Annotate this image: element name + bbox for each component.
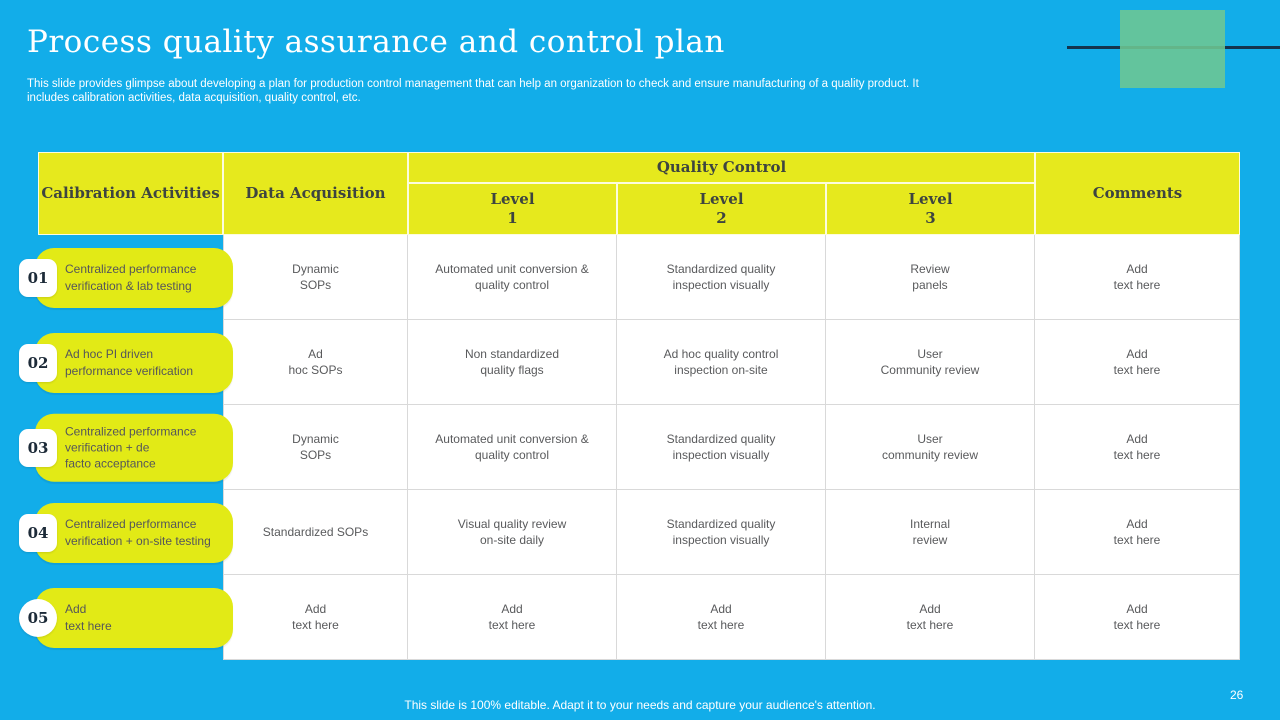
page-title: Process quality assurance and control pl… [27,24,725,60]
table-cell: Standardized quality inspection visually [617,235,826,320]
table-cell: Internal review [826,490,1035,575]
table-cell: Standardized quality inspection visually [617,405,826,490]
table-cell: Standardized quality inspection visually [617,490,826,575]
table-cell: Standardized SOPs [223,490,408,575]
row-number-badge: 01 [19,258,57,297]
header-comments: Comments [1035,152,1240,235]
table-cell: Visual quality review on-site daily [408,490,617,575]
accent-square [1120,10,1225,88]
table-cell: Ad hoc quality control inspection on-sit… [617,320,826,405]
activity-label: Add text here [35,587,233,648]
slide-description: This slide provides glimpse about develo… [27,78,919,105]
table-row-label: 04 Centralized performance verification … [19,490,233,575]
header-data-acquisition: Data Acquisition [223,152,408,235]
table-cell: Ad hoc SOPs [223,320,408,405]
table-cell: Dynamic SOPs [223,405,408,490]
table-cell: User Community review [826,320,1035,405]
header-calibration-activities: Calibration Activities [38,152,223,235]
table-row-label: 01 Centralized performance verification … [19,235,233,320]
table-cell: Review panels [826,235,1035,320]
activity-label: Centralized performance verification + o… [35,502,233,563]
table-cell: Non standardized quality flags [408,320,617,405]
table-row-label: 03 Centralized performance verification … [19,405,233,490]
editable-note: This slide is 100% editable. Adapt it to… [404,698,876,712]
table-cell: Add text here [1035,490,1240,575]
row-number-badge: 03 [19,428,57,467]
table-cell: User community review [826,405,1035,490]
table-cell: Add text here [408,575,617,660]
table-cell: Dynamic SOPs [223,235,408,320]
row-number-badge: 05 [19,598,57,637]
table-cell: Add text here [617,575,826,660]
row-number-badge: 02 [19,343,57,382]
table-cell: Add text here [1035,405,1240,490]
qa-control-plan-table: Calibration Activities Data Acquisition … [19,152,1240,660]
activity-label: Ad hoc PI driven performance verificatio… [35,332,233,393]
header-level-1: Level 1 [408,183,617,235]
table-cell: Add text here [1035,575,1240,660]
table-cell: Add text here [1035,235,1240,320]
table-cell: Automated unit conversion & quality cont… [408,405,617,490]
table-cell: Add text here [826,575,1035,660]
table-row-label: 05 Add text here [19,575,233,660]
row-number-badge: 04 [19,513,57,552]
table-cell: Add text here [223,575,408,660]
activity-label: Centralized performance verification + d… [35,413,233,482]
page-number: 26 [1230,688,1244,702]
activity-label: Centralized performance verification & l… [35,247,233,308]
header-quality-control: Quality Control [408,152,1035,183]
header-level-3: Level 3 [826,183,1035,235]
table-row-label: 02 Ad hoc PI driven performance verifica… [19,320,233,405]
header-level-2: Level 2 [617,183,826,235]
table-cell: Add text here [1035,320,1240,405]
table-cell: Automated unit conversion & quality cont… [408,235,617,320]
